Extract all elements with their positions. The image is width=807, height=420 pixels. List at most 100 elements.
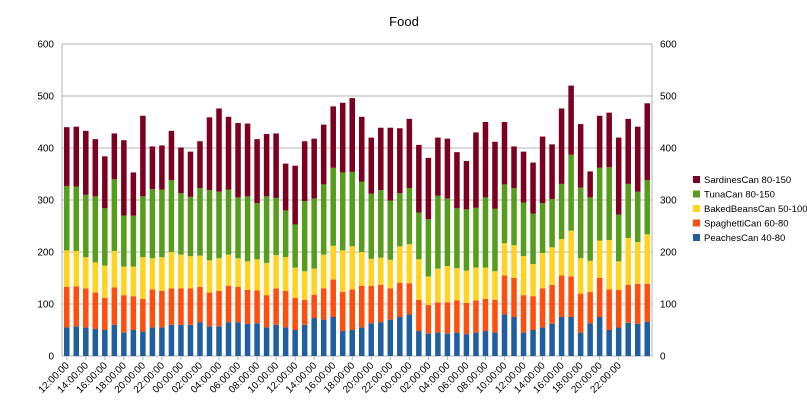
- bar-segment: [482, 298, 489, 332]
- bar-segment: [111, 179, 118, 251]
- legend: SardinesCan 80-150 TunaCan 80-150 BakedBea…: [693, 175, 807, 244]
- bar-segment: [435, 137, 441, 196]
- bar-segment: [301, 324, 308, 356]
- bar-segment: [634, 191, 641, 243]
- bar-segment: [130, 296, 137, 330]
- bar-segment: [530, 162, 536, 214]
- bar-segment: [387, 319, 394, 356]
- bar-segment: [263, 196, 270, 263]
- bar-segment: [178, 288, 184, 325]
- bar-segment: [225, 322, 232, 356]
- bar-segment: [140, 196, 146, 258]
- bar-segment: [454, 300, 460, 333]
- bar-segment: [425, 333, 432, 356]
- bar-segment: [606, 330, 612, 356]
- bar-segment: [615, 289, 622, 328]
- bar-segment: [187, 288, 194, 325]
- bar-segment: [149, 189, 156, 259]
- bar-segment: [558, 317, 565, 356]
- bar-segment: [615, 261, 622, 290]
- bar-segment: [530, 296, 536, 330]
- bar-segment: [568, 276, 574, 317]
- bar-segment: [311, 318, 317, 356]
- bar-segment: [511, 188, 517, 246]
- bar-segment: [197, 188, 203, 256]
- bar-segment: [473, 132, 479, 208]
- bar-segment: [149, 327, 156, 356]
- bar-segment: [482, 122, 489, 198]
- y-tick-label-left: 300: [37, 196, 54, 207]
- bar-segment: [121, 266, 127, 296]
- bar-segment: [187, 196, 194, 257]
- bar-segment: [520, 256, 527, 296]
- legend-swatch: [693, 190, 700, 198]
- bar-segment: [225, 285, 232, 323]
- bar-segment: [463, 334, 470, 356]
- bar-segment: [615, 327, 622, 356]
- bar-segment: [187, 256, 194, 289]
- bar-segment: [301, 271, 308, 300]
- bar-segment: [596, 167, 603, 241]
- bar-segment: [64, 327, 70, 356]
- legend-label: PeachesCan 40-80: [704, 233, 785, 244]
- legend-swatch: [693, 176, 700, 183]
- bar-segment: [263, 295, 270, 328]
- bar-segment: [263, 262, 270, 296]
- bar-segment: [378, 322, 384, 356]
- bar-segment: [539, 203, 546, 254]
- bar-segment: [330, 317, 336, 356]
- bar-segment: [263, 327, 270, 356]
- bar-segment: [406, 283, 413, 315]
- bar-segment: [416, 212, 422, 260]
- bar-segment: [596, 317, 603, 356]
- y-tick-label-left: 0: [48, 352, 54, 363]
- bar-segment: [149, 146, 156, 190]
- legend-label: SpaghettiCan 60-80: [704, 219, 789, 230]
- bar-segment: [435, 302, 441, 333]
- legend-swatch: [693, 219, 700, 227]
- bar-segment: [206, 260, 213, 293]
- bar-segment: [492, 271, 498, 300]
- bar-segment: [282, 257, 289, 291]
- bar-segment: [368, 193, 375, 259]
- bar-segment: [187, 324, 194, 356]
- bar-segment: [606, 289, 612, 330]
- bar-segment: [254, 259, 260, 291]
- bar-segment: [463, 161, 470, 210]
- bar-segment: [539, 327, 546, 356]
- bar-segment: [73, 286, 80, 327]
- bar-segment: [435, 195, 441, 269]
- bar-segment: [83, 288, 89, 328]
- bar-segment: [549, 284, 555, 324]
- bar-segment: [178, 324, 184, 356]
- bar-segment: [558, 239, 565, 276]
- legend-label: TunaCan 80-150: [704, 190, 775, 201]
- y-tick-label-left: 100: [37, 300, 54, 311]
- bar-segment: [625, 237, 631, 285]
- bar-segment: [406, 118, 413, 189]
- bar-segment: [244, 289, 251, 324]
- bar-segment: [121, 215, 127, 267]
- bar-segment: [130, 215, 137, 267]
- bar-segment: [501, 184, 508, 244]
- bar-segment: [644, 103, 650, 181]
- bar-segment: [301, 141, 308, 202]
- bar-segment: [140, 298, 146, 332]
- bar-segment: [473, 207, 479, 268]
- bar-segment: [587, 197, 593, 261]
- bar-segment: [634, 283, 641, 324]
- bar-segment: [64, 286, 70, 328]
- bar-segment: [492, 141, 498, 209]
- bar-segment: [216, 108, 222, 192]
- bar-segment: [83, 194, 89, 258]
- bar-segment: [625, 118, 631, 184]
- bar-segment: [644, 180, 650, 235]
- bar-segment: [520, 295, 527, 333]
- bar-segment: [444, 266, 451, 303]
- bar-segment: [444, 333, 451, 356]
- bar-segment: [225, 254, 232, 286]
- bar-segment: [568, 317, 574, 356]
- bar-segment: [435, 268, 441, 303]
- bar-segment: [368, 137, 375, 194]
